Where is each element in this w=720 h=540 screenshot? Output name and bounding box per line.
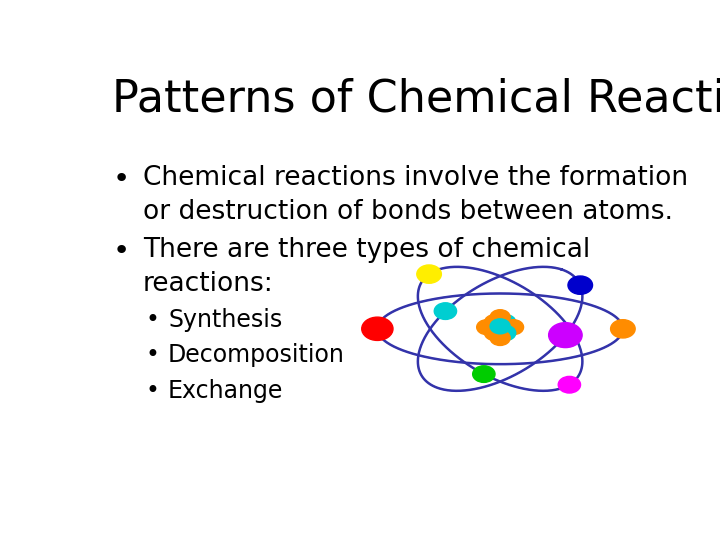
Circle shape (549, 322, 582, 348)
Circle shape (417, 265, 441, 284)
Text: •: • (145, 379, 160, 403)
Text: Synthesis: Synthesis (168, 308, 282, 332)
Text: There are three types of chemical
reactions:: There are three types of chemical reacti… (143, 238, 590, 298)
Circle shape (473, 366, 495, 382)
Circle shape (568, 276, 593, 294)
Circle shape (558, 376, 580, 393)
Circle shape (485, 315, 505, 329)
Text: •: • (145, 343, 160, 367)
Text: Chemical reactions involve the formation
or destruction of bonds between atoms.: Chemical reactions involve the formation… (143, 165, 688, 225)
Circle shape (490, 310, 510, 325)
Text: Exchange: Exchange (168, 379, 284, 403)
Circle shape (495, 315, 516, 329)
Text: Decomposition: Decomposition (168, 343, 345, 367)
Circle shape (434, 303, 456, 320)
Circle shape (490, 330, 510, 346)
Circle shape (485, 326, 505, 341)
Circle shape (495, 326, 516, 341)
Circle shape (611, 320, 635, 338)
Circle shape (490, 319, 510, 334)
Circle shape (503, 320, 523, 335)
Text: Patterns of Chemical Reactions: Patterns of Chemical Reactions (112, 77, 720, 120)
Text: •: • (112, 165, 130, 193)
Circle shape (477, 320, 497, 335)
Circle shape (361, 317, 393, 340)
Text: •: • (145, 308, 160, 332)
Text: •: • (112, 238, 130, 265)
